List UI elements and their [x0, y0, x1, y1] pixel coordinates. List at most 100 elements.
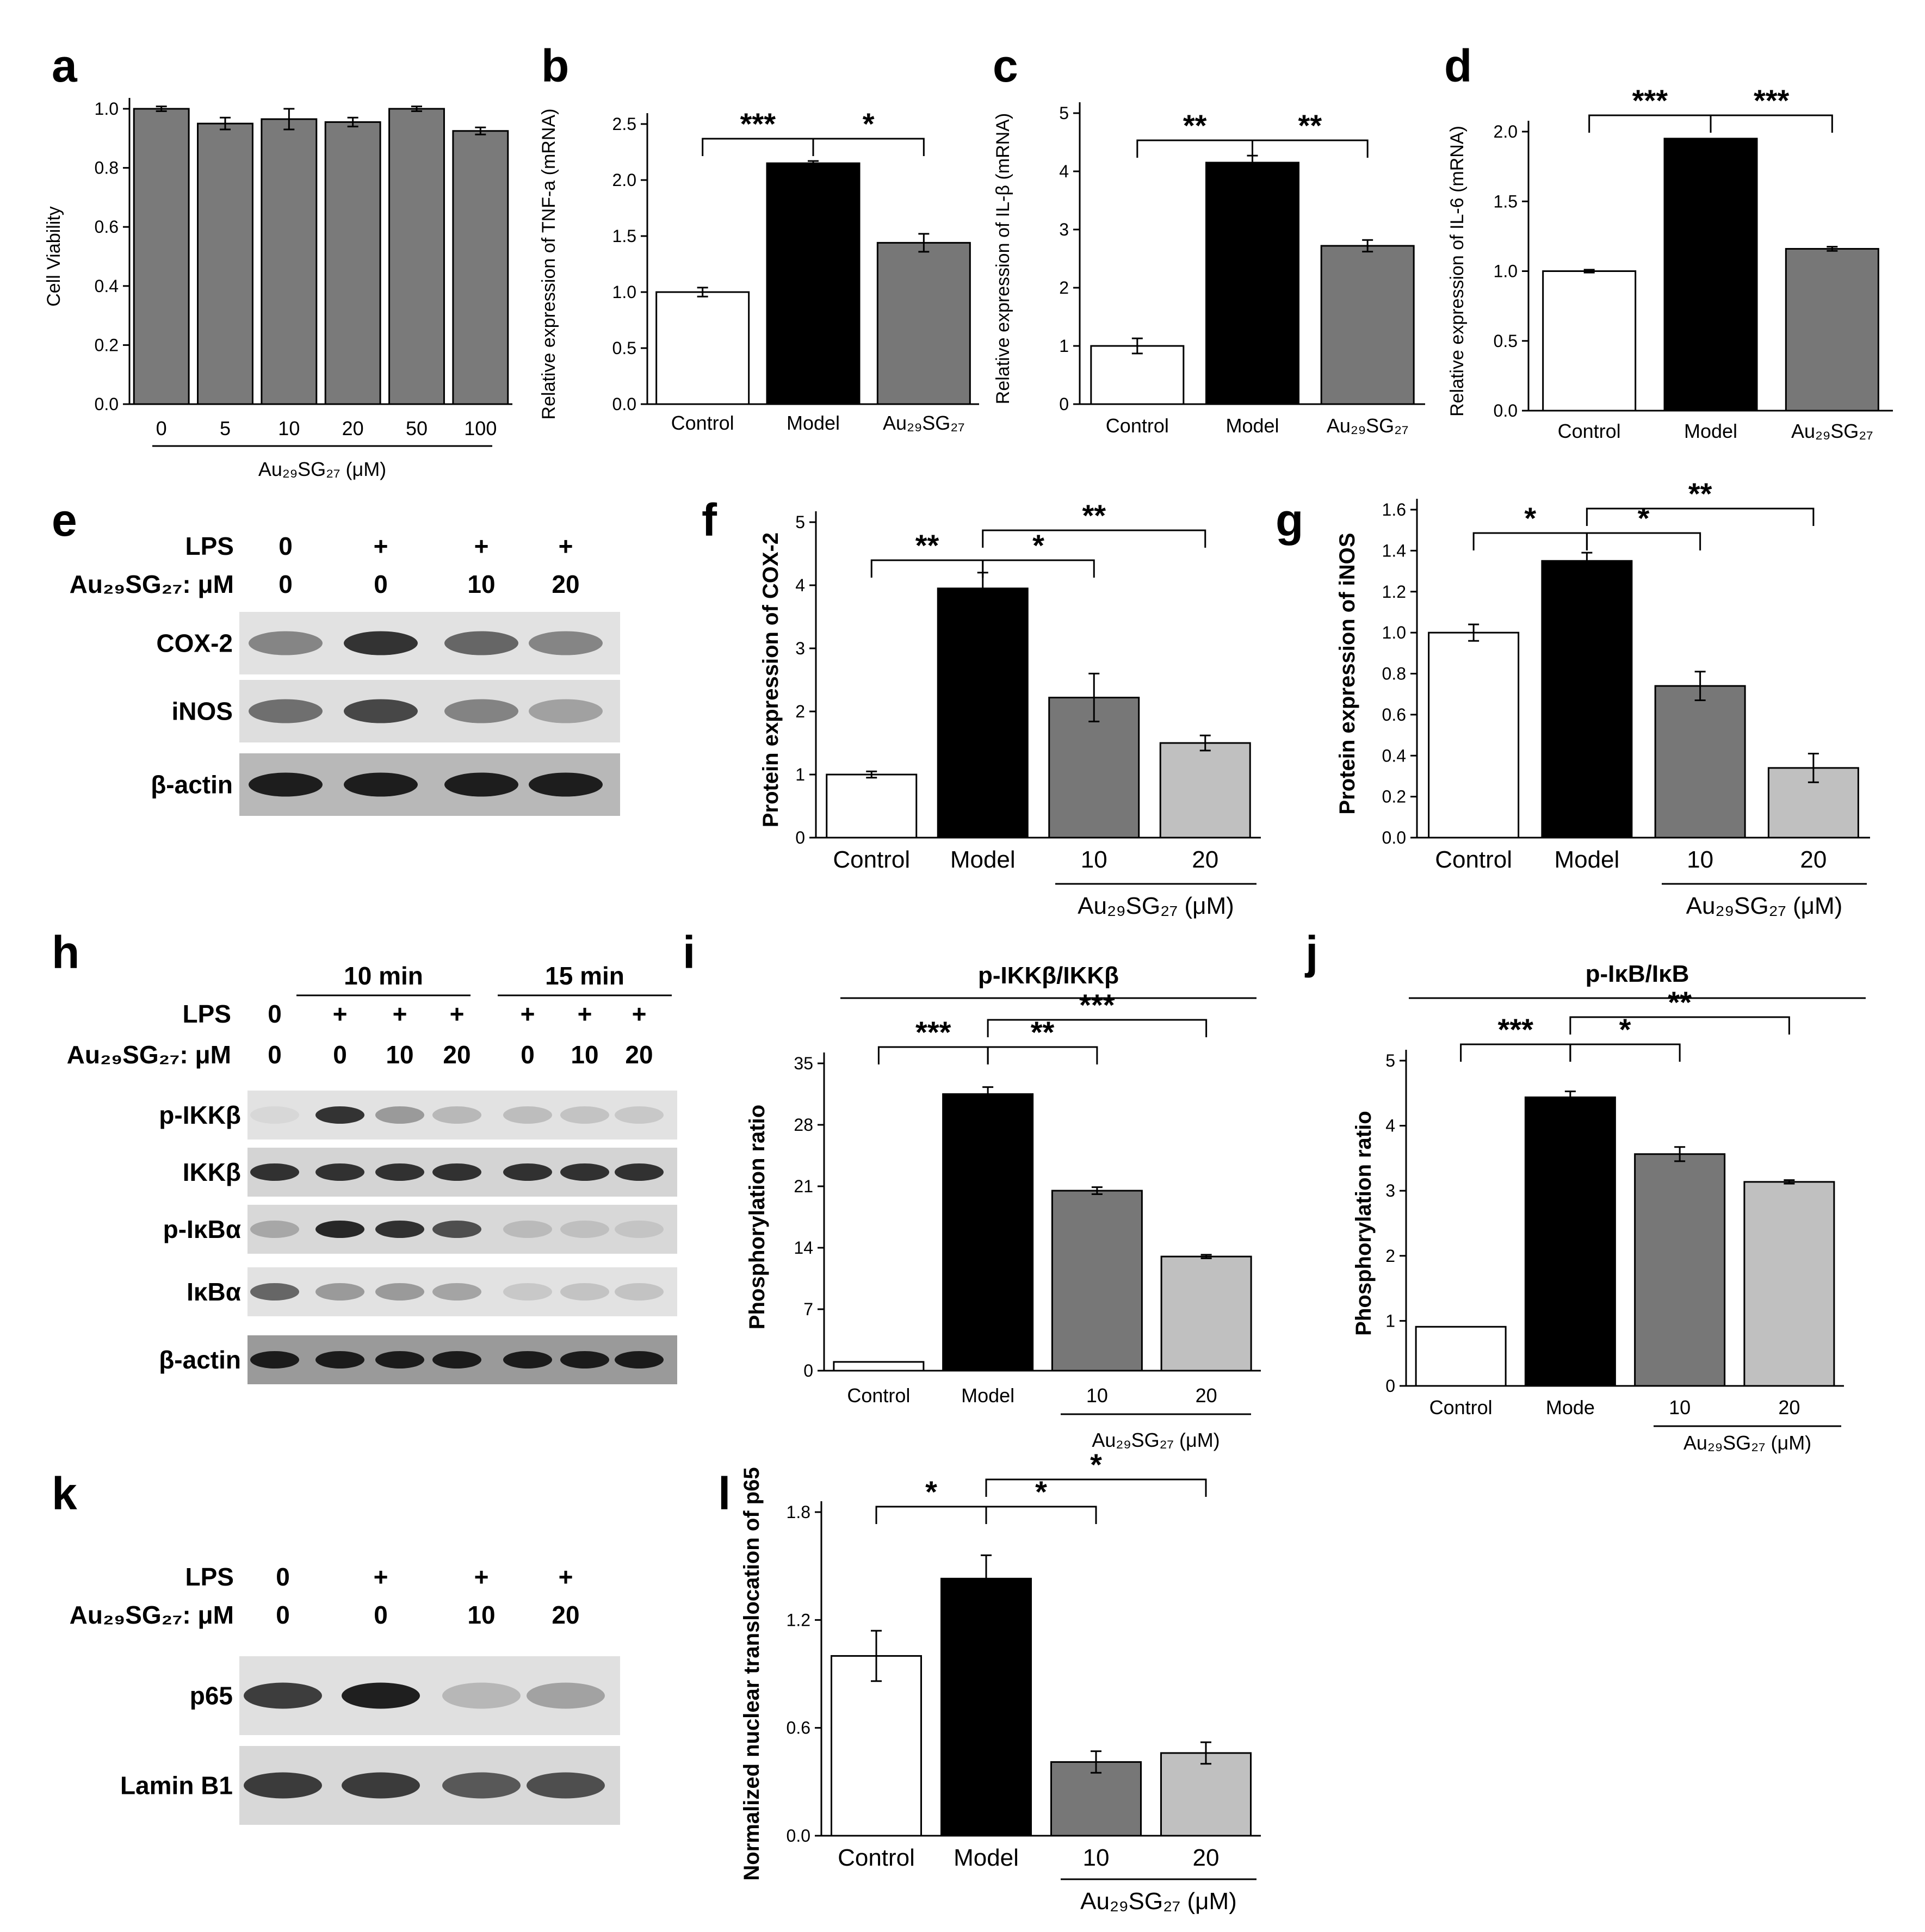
significance-stars: ***	[1754, 83, 1790, 117]
blot-row-label: LPS	[185, 1563, 234, 1591]
band	[375, 1106, 424, 1124]
y-tick-label: 1.0	[1382, 623, 1406, 642]
significance-stars: *	[863, 107, 875, 141]
x-tick-label: Control	[833, 846, 910, 873]
band	[527, 1682, 605, 1709]
significance-stars: **	[915, 528, 939, 562]
bar-Model	[942, 1093, 1034, 1372]
band	[244, 1682, 322, 1709]
band-label: p-IKKβ	[159, 1101, 241, 1129]
time-group-label: 10 min	[344, 962, 423, 990]
lps-value: 0	[278, 532, 293, 560]
significance-bracket	[1588, 114, 1712, 133]
significance-bracket	[987, 1046, 1098, 1064]
panel-label-f: f	[702, 494, 717, 546]
band	[560, 1106, 609, 1124]
bar-Mode	[1524, 1096, 1616, 1387]
y-tick-label: 0.2	[1382, 787, 1406, 807]
time-group-label: 15 min	[545, 962, 624, 990]
x-tick-label: Model	[950, 846, 1016, 873]
panel-label-g: g	[1276, 494, 1303, 546]
y-tick-label: 0	[1385, 1376, 1395, 1396]
blot-strip	[239, 612, 620, 674]
y-axis-title: Cell Viability	[44, 206, 64, 307]
dose-value: 0	[374, 1601, 388, 1629]
x-tick-label: Au₂₉SG₂₇	[1327, 414, 1409, 437]
band	[344, 699, 418, 723]
bar-20	[324, 121, 381, 405]
dose-value: 0	[333, 1041, 347, 1069]
band	[244, 1772, 322, 1799]
y-tick-label: 1.0	[612, 282, 636, 302]
band-label: p65	[190, 1682, 233, 1710]
significance-stars: **	[1668, 985, 1692, 1019]
significance-bracket	[875, 1506, 987, 1524]
band-label: COX-2	[156, 629, 233, 658]
band	[315, 1163, 364, 1181]
dose-value: 0	[521, 1041, 535, 1069]
x-tick-label: Control	[1435, 846, 1512, 873]
band	[249, 699, 323, 723]
significance-bracket	[1460, 1043, 1571, 1062]
significance-stars: *	[1619, 1012, 1631, 1046]
band-label: p-IκBα	[163, 1215, 241, 1243]
significance-bracket	[982, 559, 1095, 578]
significance-stars: **	[1183, 108, 1207, 143]
significance-stars: *	[1032, 528, 1044, 562]
band-label: β-actin	[151, 771, 233, 799]
band	[432, 1351, 481, 1369]
significance-bracket	[985, 1506, 1097, 1524]
y-tick-label: 28	[794, 1115, 813, 1135]
band	[560, 1283, 609, 1301]
lps-value: +	[559, 532, 573, 560]
y-tick-label: 5	[1385, 1051, 1395, 1070]
x-tick-label: 10	[1086, 1384, 1108, 1407]
y-tick-label: 1.2	[787, 1610, 810, 1630]
lps-value: +	[333, 1000, 348, 1028]
significance-bracket	[1586, 507, 1815, 526]
band	[375, 1163, 424, 1181]
bar-10	[1634, 1153, 1726, 1387]
band	[615, 1351, 664, 1369]
y-tick-label: 4	[1385, 1116, 1395, 1136]
chart-f: 0 1 2 3 4 5 Protein expression of COX-2 Control…	[759, 498, 1261, 919]
lps-value: +	[521, 1000, 535, 1028]
x-tick-label: Control	[847, 1384, 910, 1407]
y-tick-label: 1.0	[1494, 262, 1518, 281]
x-tick-label: 20	[1778, 1396, 1800, 1419]
dose-value: 20	[443, 1041, 471, 1069]
significance-stars: ***	[1498, 1012, 1534, 1046]
band-label: IκBα	[187, 1278, 241, 1306]
lps-value: +	[474, 532, 489, 560]
bar-Model	[1663, 138, 1758, 412]
x-tick-label: 5	[220, 417, 231, 439]
significance-stars: ***	[915, 1015, 951, 1049]
bar-5	[197, 122, 253, 405]
band	[529, 772, 603, 797]
y-tick-label: 0.8	[1382, 664, 1406, 684]
x-tick-label: 20	[1196, 1384, 1217, 1407]
band	[315, 1221, 364, 1238]
significance-stars: **	[1298, 108, 1322, 143]
lps-value: +	[578, 1000, 592, 1028]
band-label: iNOS	[172, 697, 233, 726]
panel-label-l: l	[718, 1468, 731, 1519]
y-tick-label: 1.8	[787, 1502, 810, 1522]
x-axis-title: Au₂₉SG₂₇ (μM)	[1078, 893, 1234, 919]
lps-value: +	[632, 1000, 647, 1028]
y-tick-label: 0.5	[1494, 331, 1518, 351]
band	[432, 1283, 481, 1301]
significance-bracket	[1569, 1016, 1790, 1035]
significance-stars: *	[1524, 501, 1536, 535]
y-tick-label: 0.6	[1382, 705, 1406, 725]
y-tick-label: 2.0	[1494, 122, 1518, 141]
panel-label-i: i	[683, 927, 695, 978]
bar-Control	[826, 773, 918, 839]
bar-Au₂₉SG₂₇	[876, 242, 971, 405]
x-tick-label: 50	[406, 417, 428, 439]
y-tick-label: 0.4	[95, 276, 119, 296]
x-tick-label: Model	[954, 1844, 1019, 1871]
y-tick-label: 1	[795, 765, 805, 784]
x-tick-label: 10	[1669, 1396, 1691, 1419]
dose-value: 0	[278, 570, 293, 598]
